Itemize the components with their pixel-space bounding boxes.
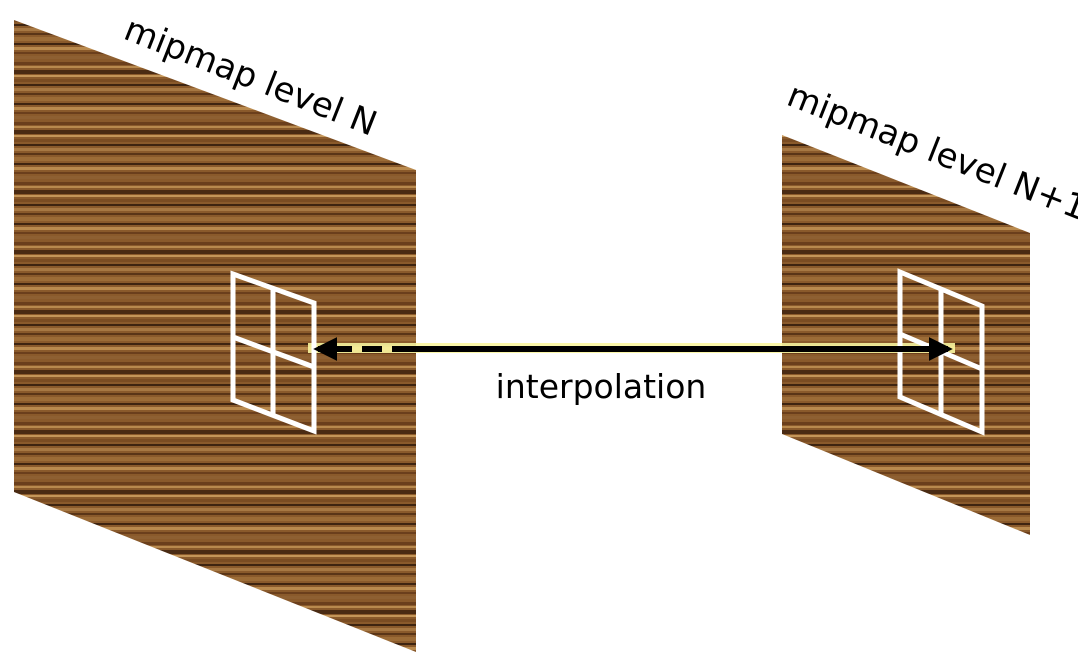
label-interpolation: interpolation <box>496 367 707 406</box>
texel-grid-level-n <box>230 270 317 435</box>
mipmap-level-n-plane <box>14 20 416 652</box>
